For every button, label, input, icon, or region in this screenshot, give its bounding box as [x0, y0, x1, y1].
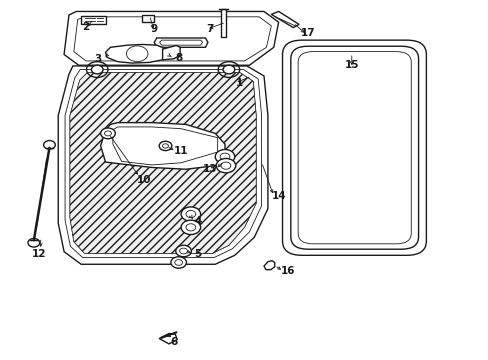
Text: 2: 2: [82, 22, 89, 32]
Circle shape: [159, 141, 171, 150]
Text: 7: 7: [206, 24, 214, 35]
Polygon shape: [101, 123, 224, 169]
Text: 11: 11: [174, 146, 188, 156]
Text: 15: 15: [344, 60, 358, 70]
Text: 13: 13: [203, 164, 217, 174]
Text: 4: 4: [194, 216, 202, 226]
Circle shape: [170, 257, 186, 268]
Text: 14: 14: [271, 191, 285, 201]
Circle shape: [216, 158, 235, 173]
Polygon shape: [65, 69, 261, 257]
Polygon shape: [154, 38, 207, 47]
Polygon shape: [105, 44, 168, 63]
Circle shape: [175, 245, 191, 257]
Text: 3: 3: [94, 54, 102, 64]
Polygon shape: [271, 12, 299, 28]
Polygon shape: [70, 72, 256, 253]
Text: 1: 1: [236, 78, 243, 88]
Polygon shape: [162, 45, 180, 60]
Circle shape: [181, 207, 200, 221]
Text: 8: 8: [175, 53, 182, 63]
FancyBboxPatch shape: [290, 46, 418, 249]
Polygon shape: [70, 72, 256, 253]
Circle shape: [91, 65, 103, 74]
FancyBboxPatch shape: [282, 40, 426, 255]
Circle shape: [43, 140, 55, 149]
Polygon shape: [142, 15, 154, 22]
Circle shape: [28, 238, 40, 247]
Text: 17: 17: [300, 28, 315, 38]
Text: 10: 10: [137, 175, 151, 185]
Polygon shape: [264, 261, 274, 270]
Text: 12: 12: [31, 248, 46, 258]
Polygon shape: [221, 9, 225, 37]
Circle shape: [181, 220, 200, 234]
Circle shape: [126, 46, 148, 62]
Polygon shape: [113, 127, 217, 165]
Circle shape: [215, 149, 234, 164]
Text: 9: 9: [150, 24, 158, 35]
Text: 16: 16: [281, 266, 295, 276]
Circle shape: [223, 65, 234, 74]
Circle shape: [101, 128, 115, 139]
Polygon shape: [58, 66, 267, 264]
Polygon shape: [81, 16, 105, 24]
Polygon shape: [159, 40, 202, 45]
Text: 5: 5: [194, 248, 202, 258]
Text: 6: 6: [170, 337, 177, 347]
FancyBboxPatch shape: [298, 51, 410, 244]
Polygon shape: [159, 333, 177, 344]
